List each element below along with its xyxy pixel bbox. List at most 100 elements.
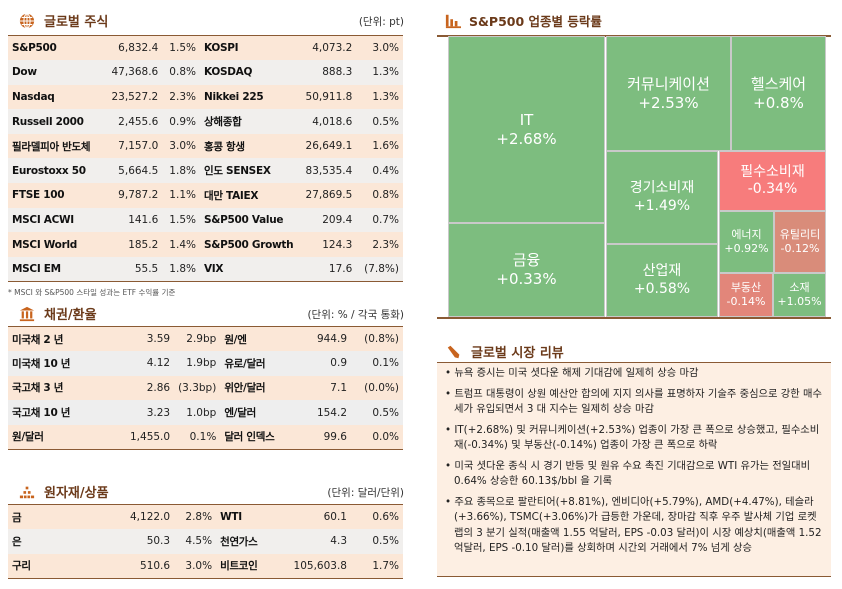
- value-cell: 141.6: [128, 213, 159, 226]
- change-cell: (3.3bp): [178, 381, 217, 394]
- value-cell: 5,664.5: [118, 164, 159, 177]
- change-cell: 1.0bp: [186, 406, 217, 419]
- value-cell: 185.2: [128, 238, 159, 251]
- table-row: 은 50.3 4.5% 천연가스 4.3 0.5%: [8, 529, 403, 554]
- review-item: 트럼프 대통령이 상원 예산안 합의에 지지 의사를 표명하자 기술주 중심으로…: [445, 387, 823, 418]
- change-cell: 0.5%: [372, 535, 399, 548]
- value-cell: 23,527.2: [111, 90, 159, 103]
- review-item: 주요 종목으로 팔란티어(+8.81%), 엔비디아(+5.79%), AMD(…: [445, 495, 823, 557]
- table-row: FTSE 100 9,787.2 1.1% 대만 TAIEX 27,869.5 0.8%: [8, 183, 403, 208]
- name-cell: 금: [12, 511, 22, 524]
- value-cell: 3.23: [146, 406, 171, 419]
- value-cell: 7,157.0: [118, 140, 159, 153]
- change-cell: 1.5%: [169, 42, 196, 55]
- name-cell: 원/달러: [12, 431, 44, 444]
- name-cell: 미국채 10 년: [12, 357, 71, 370]
- name-cell: Nikkei 225: [203, 90, 264, 103]
- change-cell: 1.6%: [372, 140, 399, 153]
- stocks-footnote: * MSCI 와 S&P500 스타일 성과는 ETF 수익률 기준: [8, 288, 176, 297]
- change-cell: 1.8%: [169, 164, 196, 177]
- value-cell: 83,535.4: [305, 164, 353, 177]
- name-cell: 대만 TAIEX: [203, 189, 259, 202]
- change-cell: (0.8%): [364, 333, 399, 346]
- change-cell: 2.8%: [185, 511, 213, 524]
- name-cell: 원/엔: [224, 333, 247, 346]
- sector-change: +0.8%: [753, 93, 804, 112]
- value-cell: 124.3: [322, 238, 353, 251]
- change-cell: 1.3%: [372, 66, 399, 79]
- change-cell: (7.8%): [364, 262, 399, 275]
- review-item: 미국 셧다운 종식 시 경기 반등 및 원유 수요 촉진 기대감으로 WTI 유…: [445, 459, 823, 490]
- sector-change: -0.34%: [747, 181, 798, 197]
- table-row: MSCI EM 55.5 1.8% VIX 17.6 (7.8%): [8, 256, 403, 282]
- name-cell: 위안/달러: [224, 382, 266, 395]
- name-cell: KOSPI: [203, 42, 239, 55]
- change-cell: 2.9bp: [186, 333, 217, 346]
- name-cell: 달러 인덱스: [224, 431, 275, 444]
- value-cell: 55.5: [134, 262, 159, 275]
- commodities-title: 원자재/상품: [18, 482, 109, 501]
- table-row: 국고채 3 년 2.86 (3.3bp) 위안/달러 7.1 (0.0%): [8, 375, 403, 401]
- table-row: 미국채 2 년 3.59 2.9bp 원/엔 944.9 (0.8%): [8, 326, 403, 352]
- name-cell: Eurostoxx 50: [12, 164, 86, 177]
- table-row: 미국채 10 년 4.12 1.9bp 유로/달러 0.9 0.1%: [8, 351, 403, 376]
- name-cell: MSCI World: [12, 238, 77, 251]
- sectors-title-text: S&P500 업종별 등락률: [469, 14, 602, 29]
- bonds-title-text: 채권/환율: [44, 308, 97, 323]
- name-cell: 국고채 10 년: [12, 407, 71, 420]
- sector-cell: 헬스케어 +0.8%: [731, 36, 826, 151]
- change-cell: 0.7%: [372, 213, 399, 226]
- change-cell: 0.8%: [169, 66, 196, 79]
- bonds-unit: (단위: % / 각국 통화): [307, 309, 404, 321]
- change-cell: 1.1%: [169, 189, 196, 202]
- name-cell: 비트코인: [220, 560, 258, 573]
- change-cell: 1.9bp: [186, 357, 217, 370]
- name-cell: 천연가스: [220, 535, 258, 548]
- sector-cell: 유틸리티 -0.12%: [774, 211, 826, 273]
- change-cell: 1.8%: [169, 262, 196, 275]
- sector-change: +0.58%: [633, 280, 691, 297]
- value-cell: 4,122.0: [130, 511, 171, 524]
- table-row: Dow 47,368.6 0.8% KOSDAQ 888.3 1.3%: [8, 60, 403, 85]
- value-cell: 1,455.0: [130, 430, 171, 443]
- value-cell: 27,869.5: [305, 189, 353, 202]
- change-cell: 0.6%: [372, 511, 399, 524]
- table-row: Russell 2000 2,455.6 0.9% 상해종합 4,018.6 0.5%: [8, 109, 403, 134]
- value-cell: 510.6: [140, 559, 171, 572]
- sector-cell: 에너지 +0.92%: [719, 211, 774, 273]
- value-cell: 4.3: [330, 535, 347, 548]
- name-cell: 홍콩 항생: [203, 140, 245, 153]
- sector-name: IT: [519, 110, 534, 129]
- sector-cell: 커뮤니케이션 +2.53%: [606, 36, 731, 151]
- stocks-title-text: 글로벌 주식: [44, 15, 109, 30]
- change-cell: 1.4%: [169, 238, 196, 251]
- sector-cell: 소재 +1.05%: [773, 273, 826, 317]
- divider: [437, 35, 831, 37]
- sector-change: +0.33%: [496, 270, 557, 288]
- name-cell: 미국채 2 년: [12, 333, 64, 346]
- value-cell: 26,649.1: [305, 140, 353, 153]
- name-cell: S&P500: [12, 42, 57, 55]
- name-cell: 국고채 3 년: [12, 382, 64, 395]
- value-cell: 4,073.2: [312, 42, 353, 55]
- value-cell: 209.4: [322, 213, 353, 226]
- sector-cell: 금융 +0.33%: [448, 223, 605, 317]
- name-cell: 구리: [12, 560, 31, 573]
- name-cell: 엔/달러: [224, 407, 256, 420]
- sector-change: -0.14%: [726, 295, 766, 308]
- value-cell: 47,368.6: [111, 66, 159, 79]
- sector-cell: 산업재 +0.58%: [606, 244, 718, 317]
- review-list: 뉴욕 증시는 미국 셧다운 해제 기대감에 일제히 상승 마감트럼프 대통령이 …: [437, 362, 831, 577]
- name-cell: KOSDAQ: [203, 66, 253, 79]
- sector-name: 부동산: [730, 281, 762, 295]
- table-row: MSCI ACWI 141.6 1.5% S&P500 Value 209.4 0.7%: [8, 207, 403, 233]
- name-cell: Nasdaq: [12, 90, 55, 103]
- change-cell: 2.3%: [169, 90, 196, 103]
- divider: [437, 317, 831, 319]
- change-cell: 0.1%: [372, 357, 399, 370]
- name-cell: FTSE 100: [12, 189, 65, 202]
- name-cell: Russell 2000: [12, 115, 84, 128]
- table-row: 필라델피아 반도체 7,157.0 3.0% 홍콩 항생 26,649.1 1.6%: [8, 133, 403, 159]
- value-cell: 2,455.6: [118, 115, 159, 128]
- bonds-table: 미국채 2 년 3.59 2.9bp 원/엔 944.9 (0.8%) 미국채 10 년 4.…: [8, 326, 403, 450]
